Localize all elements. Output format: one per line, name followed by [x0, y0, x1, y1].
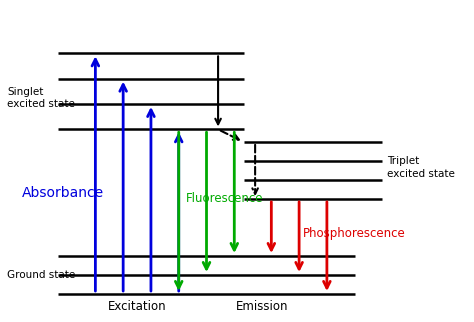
Text: Singlet
excited state: Singlet excited state — [8, 87, 75, 109]
Text: Excitation: Excitation — [108, 300, 166, 313]
Text: Triplet
excited state: Triplet excited state — [387, 156, 455, 178]
Text: Ground state: Ground state — [8, 270, 76, 280]
Text: Absorbance: Absorbance — [22, 186, 104, 200]
Text: Fluorescence: Fluorescence — [186, 193, 264, 205]
Text: Phosphorescence: Phosphorescence — [303, 227, 406, 240]
Text: Emission: Emission — [236, 300, 288, 313]
